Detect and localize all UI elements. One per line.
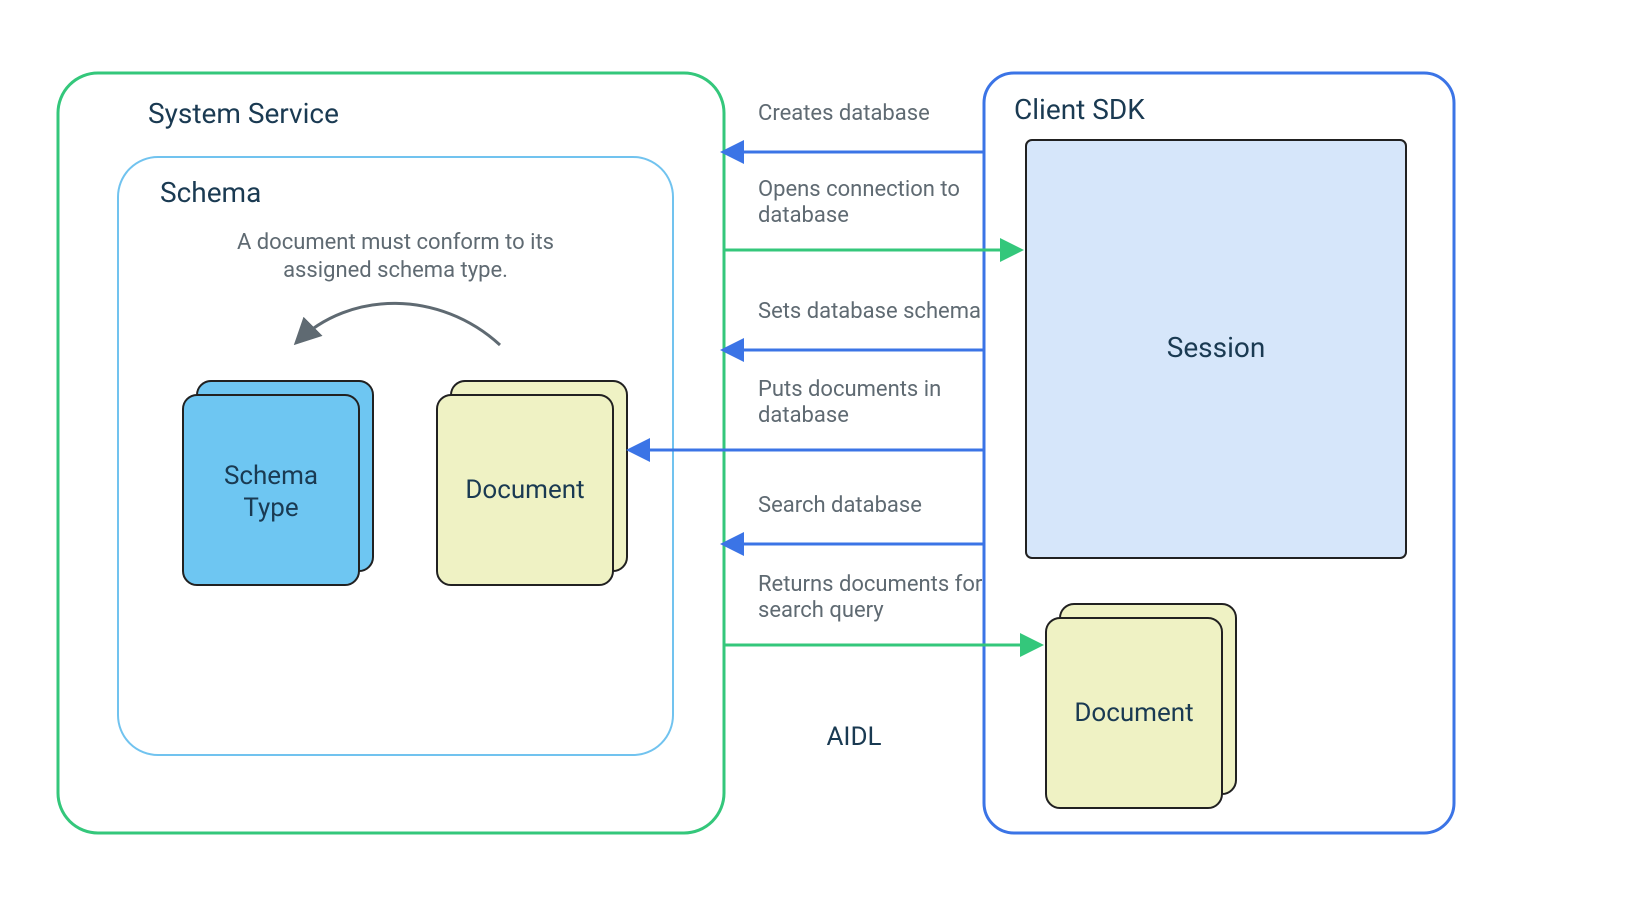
schema-title: Schema	[160, 176, 261, 209]
document-right-label: Document	[1074, 698, 1193, 728]
message-label-1: Opens connection to	[758, 177, 960, 202]
session-label: Session	[1167, 331, 1266, 364]
message-label-3-b: database	[758, 403, 849, 428]
document-left-node: Document	[437, 381, 627, 585]
client-sdk-title: Client SDK	[1014, 93, 1145, 126]
system-service-title: System Service	[148, 97, 339, 130]
session-node: Session	[1026, 140, 1406, 558]
aidl-label: AIDL	[826, 722, 881, 752]
message-label-2: Sets database schema	[758, 299, 981, 324]
schema-type-label-1: Schema	[224, 461, 318, 491]
message-label-5: Returns documents for	[758, 572, 983, 597]
schema-caption-line1: A document must conform to its	[237, 230, 554, 255]
schema-caption-line2: assigned schema type.	[283, 258, 508, 283]
schema-type-label-2: Type	[243, 493, 298, 523]
message-label-1-b: database	[758, 203, 849, 228]
document-right-node: Document	[1046, 604, 1236, 808]
schema-type-node: Schema Type	[183, 381, 373, 585]
message-label-5-b: search query	[758, 598, 884, 623]
architecture-diagram: System Service Schema A document must co…	[0, 0, 1635, 918]
document-left-label: Document	[465, 475, 584, 505]
message-label-3: Puts documents in	[758, 377, 941, 402]
aidl-messages: Creates databaseOpens connection todatab…	[630, 101, 1040, 645]
message-label-0: Creates database	[758, 101, 930, 126]
message-label-4: Search database	[758, 493, 922, 518]
conform-arrow	[297, 303, 500, 345]
